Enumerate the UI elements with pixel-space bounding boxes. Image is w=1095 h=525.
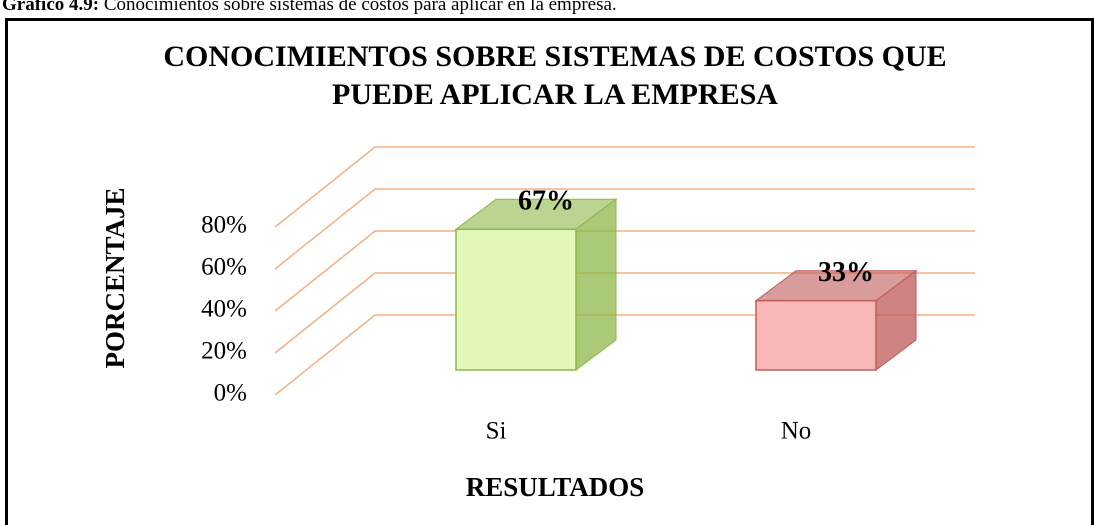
grid-line: [274, 146, 975, 228]
y-tick-label: 20%: [201, 338, 247, 365]
y-tick-label: 40%: [201, 296, 247, 323]
bar: [455, 228, 577, 371]
caption-text: Conocimientos sobre sistemas de costos p…: [104, 0, 617, 15]
x-tick-label: No: [781, 418, 812, 445]
caption-label: Gráfico 4.9:: [2, 0, 99, 15]
y-tick-label: 80%: [201, 212, 247, 239]
value-label: 67%: [518, 186, 574, 217]
bar: [755, 299, 877, 371]
x-axis-label: RESULTADOS: [466, 472, 645, 502]
y-axis-label: PORCENTAJE: [100, 187, 130, 368]
y-tick-label: 0%: [214, 380, 247, 407]
chart-title: CONOCIMIENTOS SOBRE SISTEMAS DE COSTOS Q…: [163, 40, 947, 111]
chart-border: [5, 18, 1094, 525]
y-tick-label: 60%: [201, 254, 247, 281]
grid-line: [274, 188, 975, 270]
grid-line: [274, 272, 975, 354]
value-label: 33%: [818, 257, 874, 288]
grid-line: [274, 230, 975, 312]
caption: Gráfico 4.9: Conocimientos sobre sistema…: [2, 0, 617, 15]
x-tick-label: Si: [486, 418, 507, 445]
